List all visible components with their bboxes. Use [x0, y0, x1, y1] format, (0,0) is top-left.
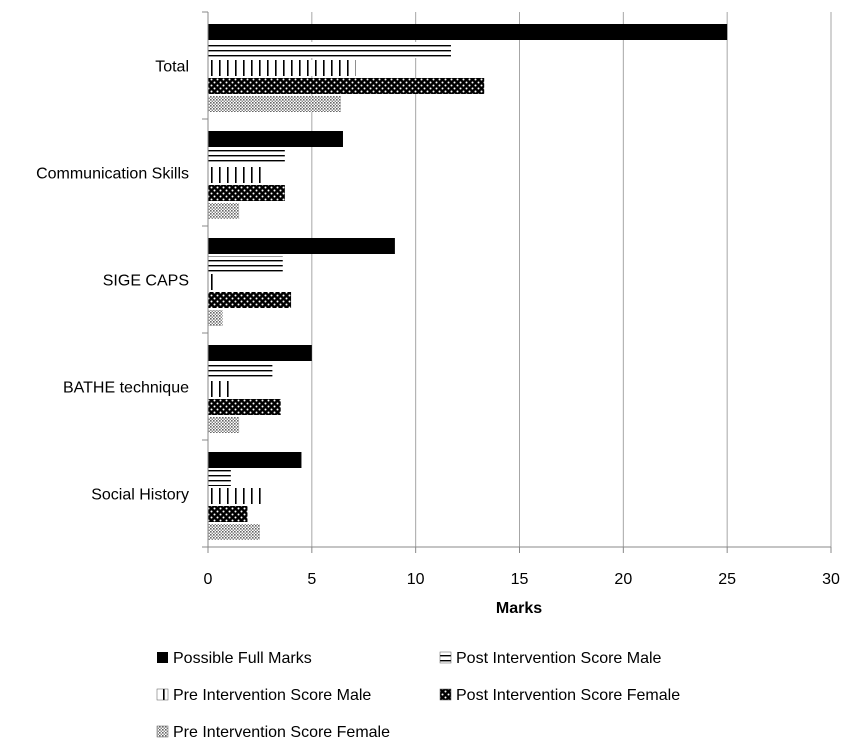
legend-swatch	[156, 725, 169, 738]
legend-entry-label: Pre Intervention Score Male	[173, 687, 371, 704]
x-tick-label: 30	[822, 571, 840, 588]
y-category-label: Social History	[91, 487, 189, 504]
axes	[202, 11, 832, 553]
legend: Possible Full Marks Post Intervention Sco…	[156, 650, 680, 741]
legend-entry-label: Pre Intervention Score Female	[173, 724, 390, 741]
bar-post-intervention-score-female-sige-caps	[208, 292, 292, 308]
bar-post-intervention-score-male-communication-skills	[208, 149, 285, 165]
legend-entry-label: Post Intervention Score Male	[456, 650, 662, 667]
bar-possible-full-marks-communication-skills	[208, 131, 343, 147]
bar-post-intervention-score-male-total	[208, 42, 451, 58]
bar-pre-intervention-score-male-communication-skills	[208, 167, 265, 183]
bar-post-intervention-score-male-sige-caps	[208, 256, 283, 272]
bar-post-intervention-score-female-total	[208, 78, 485, 94]
x-tick-label: 25	[718, 571, 736, 588]
y-category-label: BATHE technique	[63, 380, 189, 397]
x-tick-label: 10	[407, 571, 425, 588]
legend-swatch	[156, 688, 169, 701]
bar-post-intervention-score-female-social-history	[208, 506, 248, 522]
bar-pre-intervention-score-male-social-history	[208, 488, 265, 504]
x-tick-label: 20	[614, 571, 632, 588]
x-tick-label: 0	[204, 571, 213, 588]
bar-pre-intervention-score-female-bathe-technique	[208, 417, 240, 433]
legend-swatch	[157, 652, 168, 663]
bar-pre-intervention-score-female-sige-caps	[208, 310, 223, 326]
bar-pre-intervention-score-male-sige-caps	[208, 274, 217, 290]
y-tick-labels: Total Communication Skills SIGE CAPS BATHE …	[36, 59, 189, 504]
bar-possible-full-marks-bathe-technique	[208, 345, 312, 361]
legend-swatch	[439, 651, 452, 664]
bars	[208, 24, 728, 540]
x-axis-label: Marks	[496, 600, 542, 617]
y-category-label: Total	[155, 59, 189, 76]
x-tick-label: 15	[511, 571, 529, 588]
x-tick-labels: 0 5 10 15 20 25 30	[204, 571, 840, 588]
legend-entry-label: Post Intervention Score Female	[456, 687, 680, 704]
legend-entry-label: Possible Full Marks	[173, 650, 312, 667]
y-category-label: Communication Skills	[36, 166, 189, 183]
bar-possible-full-marks-social-history	[208, 452, 302, 468]
bar-pre-intervention-score-male-total	[208, 60, 356, 76]
x-tick-label: 5	[307, 571, 316, 588]
bar-post-intervention-score-female-bathe-technique	[208, 399, 281, 415]
bar-post-intervention-score-male-social-history	[208, 470, 231, 486]
y-category-label: SIGE CAPS	[103, 273, 189, 290]
bar-post-intervention-score-female-communication-skills	[208, 185, 285, 201]
bar-pre-intervention-score-female-social-history	[208, 524, 260, 540]
bar-pre-intervention-score-female-communication-skills	[208, 203, 240, 219]
legend-swatch	[439, 688, 452, 701]
gridlines	[311, 12, 832, 547]
bar-pre-intervention-score-female-total	[208, 96, 341, 112]
bar-possible-full-marks-sige-caps	[208, 238, 395, 254]
bar-pre-intervention-score-male-bathe-technique	[208, 381, 231, 397]
bar-possible-full-marks-total	[208, 24, 728, 40]
bar-post-intervention-score-male-bathe-technique	[208, 363, 273, 379]
